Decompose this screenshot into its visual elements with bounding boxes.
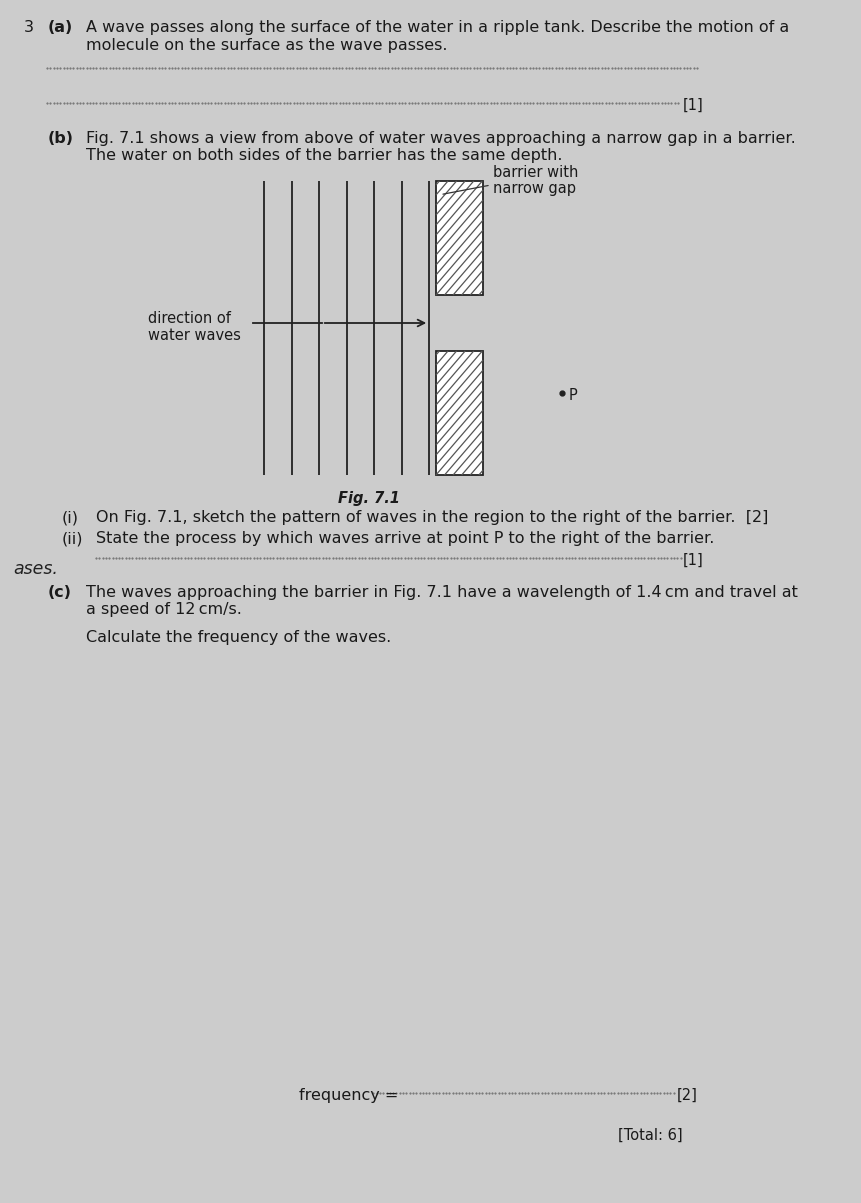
Text: [Total: 6]: [Total: 6] (618, 1128, 683, 1143)
Text: narrow gap: narrow gap (493, 180, 577, 196)
Text: (i): (i) (62, 510, 79, 525)
Text: A wave passes along the surface of the water in a ripple tank. Describe the moti: A wave passes along the surface of the w… (86, 20, 789, 35)
Text: Calculate the frequency of the waves.: Calculate the frequency of the waves. (86, 630, 391, 645)
Text: molecule on the surface as the wave passes.: molecule on the surface as the wave pass… (86, 38, 448, 53)
Text: barrier with: barrier with (493, 165, 579, 180)
Text: P: P (569, 389, 578, 403)
Text: The water on both sides of the barrier has the same depth.: The water on both sides of the barrier h… (86, 148, 562, 162)
Text: Fig. 7.1 shows a view from above of water waves approaching a narrow gap in a ba: Fig. 7.1 shows a view from above of wate… (86, 131, 796, 146)
Text: 3: 3 (24, 20, 34, 35)
Text: [1]: [1] (682, 553, 703, 568)
Text: [1]: [1] (682, 97, 703, 113)
Text: frequency =: frequency = (299, 1088, 398, 1103)
Text: direction of: direction of (148, 312, 232, 326)
Text: (c): (c) (47, 585, 71, 600)
Text: a speed of 12 cm/s.: a speed of 12 cm/s. (86, 602, 242, 617)
Bar (436, 351, 483, 475)
Bar (436, 180, 483, 295)
Text: ases.: ases. (13, 561, 58, 577)
Text: (b): (b) (47, 131, 73, 146)
Text: Fig. 7.1: Fig. 7.1 (338, 491, 400, 506)
Text: water waves: water waves (148, 328, 241, 343)
Text: (a): (a) (47, 20, 72, 35)
Text: (ii): (ii) (62, 531, 84, 546)
Text: [2]: [2] (676, 1088, 697, 1103)
Text: On Fig. 7.1, sketch the pattern of waves in the region to the right of the barri: On Fig. 7.1, sketch the pattern of waves… (96, 510, 769, 525)
Text: State the process by which waves arrive at point P to the right of the barrier.: State the process by which waves arrive … (96, 531, 715, 546)
Text: The waves approaching the barrier in Fig. 7.1 have a wavelength of 1.4 cm and tr: The waves approaching the barrier in Fig… (86, 585, 797, 600)
